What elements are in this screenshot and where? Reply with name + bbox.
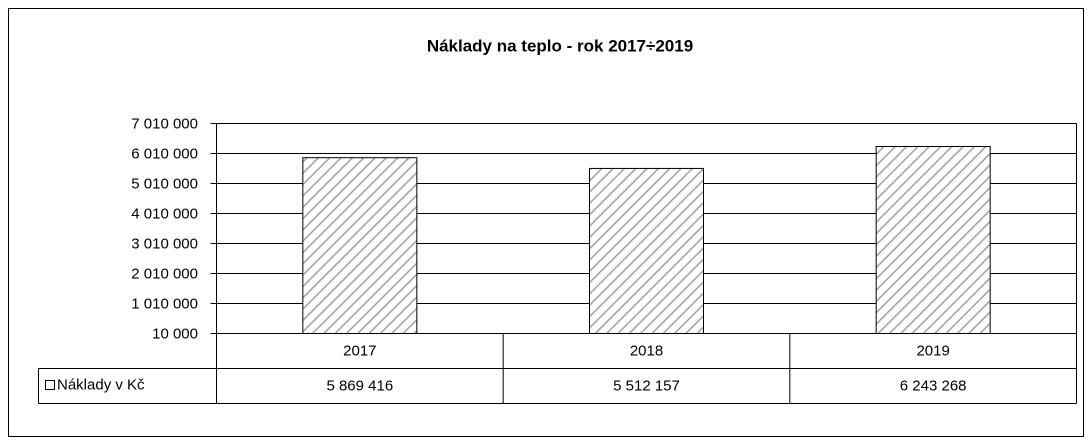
y-tick-label: 4 010 000 [131, 205, 198, 222]
x-tick-label: 2017 [343, 342, 376, 359]
y-tick-label: 6 010 000 [131, 145, 198, 162]
legend-key [45, 380, 55, 390]
chart-title: Náklady na teplo - rok 2017÷2019 [427, 36, 693, 55]
table-value: 5 869 416 [326, 377, 393, 394]
table-value: 5 512 157 [613, 377, 680, 394]
y-tick-label: 10 000 [152, 325, 198, 342]
y-tick-label: 3 010 000 [131, 235, 198, 252]
bar [875, 146, 991, 334]
y-tick-label: 7 010 000 [131, 115, 198, 132]
x-tick-label: 2018 [630, 342, 663, 359]
legend-label: Náklady v Kč [57, 376, 145, 393]
bar [302, 157, 418, 334]
bar [589, 167, 704, 334]
y-tick-label: 1 010 000 [131, 295, 198, 312]
table-value: 6 243 268 [900, 377, 967, 394]
y-tick-label: 2 010 000 [131, 265, 198, 282]
y-tick-label: 5 010 000 [131, 175, 198, 192]
x-tick-label: 2019 [916, 342, 949, 359]
